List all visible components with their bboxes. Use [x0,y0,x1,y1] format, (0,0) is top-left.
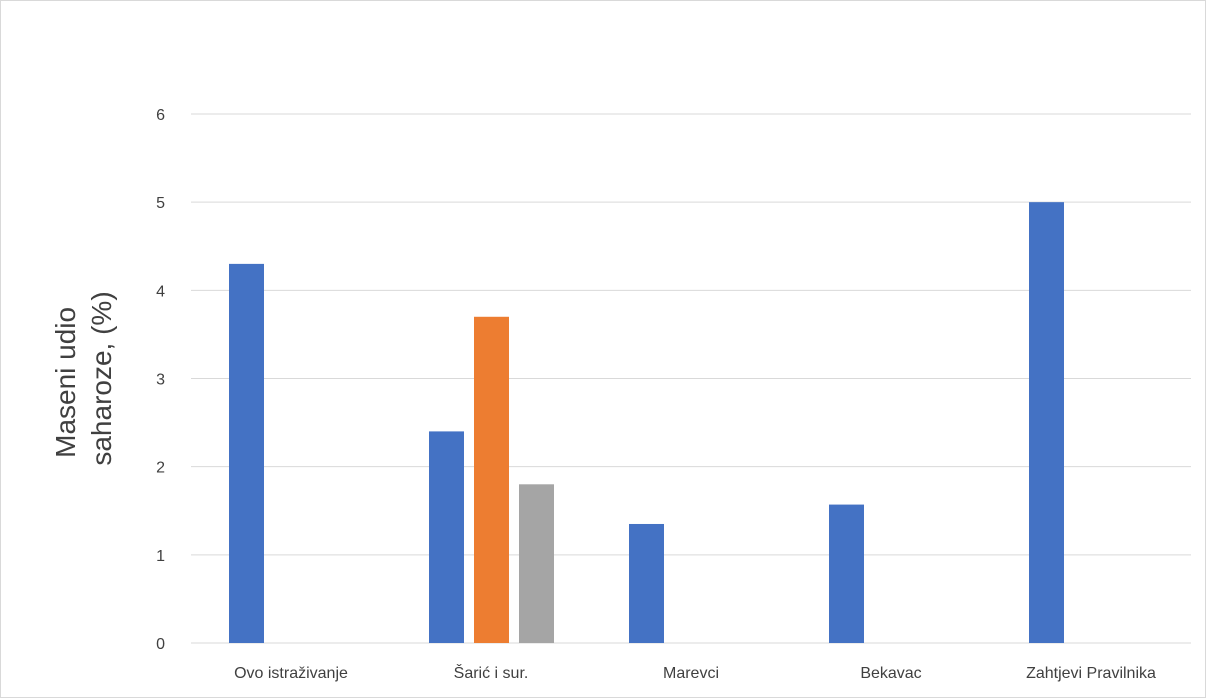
y-axis-ticks: 0 1 2 3 4 5 6 [156,107,165,653]
x-tick-label: Bekavac [860,665,921,682]
y-tick-label: 4 [156,283,165,300]
bars [229,202,1064,643]
y-tick-label: 2 [156,460,165,477]
bar [229,263,264,643]
x-tick-label: Marevci [663,665,719,682]
bar [519,484,554,643]
bar [474,316,509,643]
y-tick-label: 6 [156,107,165,124]
y-axis-title: Maseni udio saharoze, (%) [50,291,117,465]
bar [829,504,864,643]
y-tick-label: 3 [156,372,165,389]
y-axis-title-line-1: Maseni udio [50,307,81,458]
y-tick-label: 5 [156,195,165,212]
y-tick-label: 0 [156,636,165,653]
bar [629,523,664,643]
bar [1029,202,1064,643]
x-tick-label: Šarić i sur. [454,663,529,682]
bar [429,431,464,643]
x-tick-label: Zahtjevi Pravilnika [1026,665,1156,682]
gridlines [191,113,1191,644]
y-tick-label: 1 [156,548,165,565]
x-axis-ticks: Ovo istraživanje Šarić i sur. Marevci Bekav… [234,663,1156,682]
x-tick-label: Ovo istraživanje [234,665,348,682]
y-axis-title-line-2: saharoze, (%) [86,291,117,465]
